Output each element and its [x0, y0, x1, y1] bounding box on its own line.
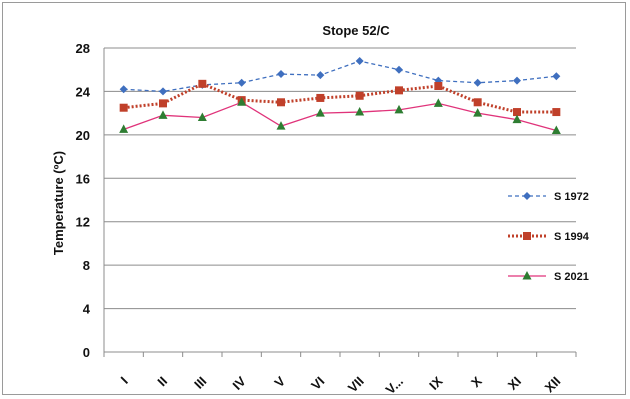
legend-entry: S 1994 [508, 231, 590, 243]
x-tick-label: X [468, 373, 485, 390]
data-point [315, 108, 325, 117]
data-point [395, 86, 403, 95]
series-lines [119, 57, 561, 135]
legend-entry: S 1972 [508, 191, 589, 203]
x-tick-label: V [271, 373, 288, 390]
data-point [119, 103, 128, 112]
gridlines [104, 47, 576, 353]
legend-label: S 1972 [554, 191, 589, 203]
series-s-2021 [119, 97, 561, 135]
x-tick-label: XI [505, 374, 524, 393]
data-point [159, 87, 167, 96]
data-point [394, 104, 404, 114]
data-point [551, 125, 561, 135]
data-point [433, 98, 443, 107]
data-point [513, 108, 521, 117]
y-tick-label: 12 [76, 215, 90, 230]
x-tick-label: XII [542, 374, 564, 396]
x-tick-label: VI [308, 374, 327, 393]
data-point [552, 108, 561, 117]
data-point [158, 110, 168, 119]
data-point [277, 98, 285, 107]
data-point [513, 76, 521, 85]
y-tick-label: 4 [83, 302, 91, 317]
legend-marker [522, 271, 532, 280]
legend-label: S 1994 [554, 231, 590, 243]
series-line [123, 60, 557, 93]
data-point [276, 121, 286, 130]
data-point [434, 82, 443, 90]
y-tick-label: 24 [76, 84, 91, 99]
data-point [198, 79, 207, 88]
y-tick-label: 20 [76, 128, 90, 143]
data-point [316, 93, 325, 102]
data-point [316, 71, 325, 80]
y-tick-label: 0 [83, 345, 90, 360]
data-point [512, 114, 522, 124]
x-tick-label: IX [426, 373, 446, 393]
data-point [355, 57, 364, 66]
chart-frame: Stope 52/C Temperature (ºC) 0 4 8 12 16 20 24 2… [2, 2, 626, 396]
data-point [473, 78, 482, 87]
x-tick-label: V... [383, 374, 407, 396]
data-point [197, 112, 207, 121]
data-point [355, 107, 365, 116]
line-chart: Stope 52/C Temperature (ºC) 0 4 8 12 16 20 24 2… [51, 23, 590, 396]
x-tick-label: II [154, 374, 170, 390]
y-axis-label: Temperature (ºC) [51, 151, 66, 255]
data-point [237, 78, 246, 87]
data-point [119, 85, 128, 94]
legend-marker [523, 192, 531, 200]
y-tick-label: 28 [76, 41, 90, 56]
data-point [159, 99, 167, 108]
data-point [237, 97, 247, 106]
legend: S 1972 S 1994 S 2021 [508, 191, 590, 283]
data-point [355, 91, 364, 100]
series-s-1972 [119, 57, 561, 96]
x-tick-label: III [191, 374, 209, 392]
legend-marker [523, 232, 531, 240]
data-point [395, 65, 403, 74]
x-tick-label: I [118, 374, 131, 387]
data-point [277, 70, 285, 79]
y-tick-label: 8 [83, 258, 90, 273]
legend-label: S 2021 [554, 271, 589, 283]
chart-title: Stope 52/C [322, 23, 390, 38]
series-line [123, 101, 557, 132]
data-point [119, 124, 129, 133]
data-point [552, 72, 561, 81]
series-s-1994 [119, 79, 561, 117]
y-tick-label: 16 [76, 171, 90, 186]
series-line [123, 82, 557, 114]
x-tick-label: IV [229, 373, 249, 393]
data-point [473, 98, 482, 107]
x-tick-label: VII [345, 374, 367, 396]
data-point [473, 108, 483, 117]
legend-entry: S 2021 [508, 271, 589, 283]
